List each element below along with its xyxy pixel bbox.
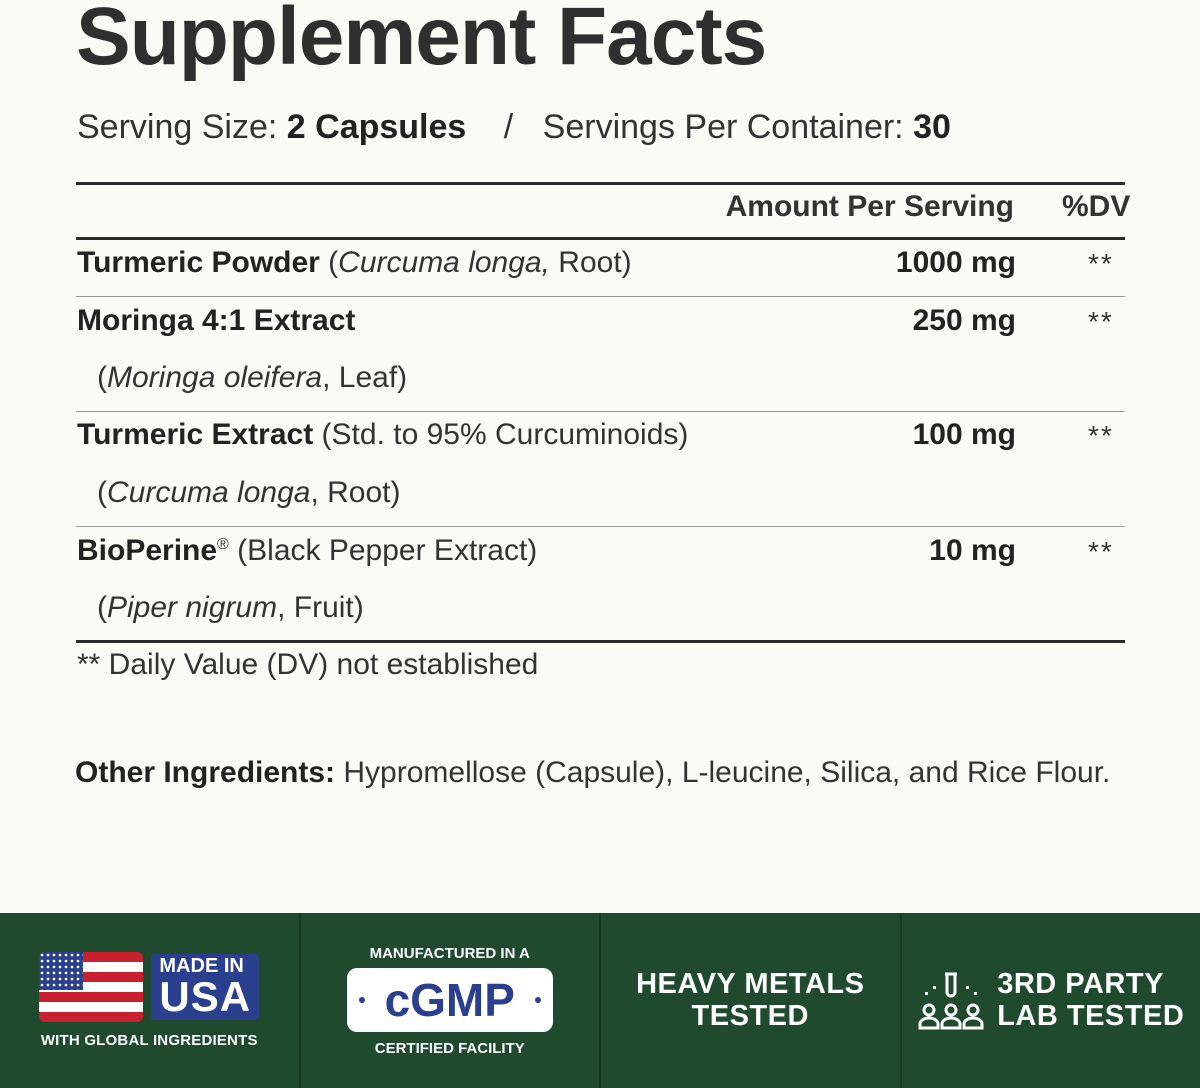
ingredient-row-name: BioPerine® (Black Pepper Extract)	[77, 534, 538, 567]
ingredient-dv: **	[1088, 420, 1114, 451]
cgmp-top-text: MANUFACTURED IN A	[369, 944, 530, 962]
serving-separator: /	[503, 108, 514, 146]
usa-text: USA	[159, 973, 252, 1020]
badge-heavy-metals: HEAVY METALS TESTED	[601, 913, 902, 1088]
badge-lab-tested: 3RD PARTY LAB TESTED	[902, 913, 1200, 1088]
page-title: Supplement Facts	[76, 0, 767, 82]
ingredient-dv: **	[1088, 536, 1114, 567]
badge-band: MADE IN USA WITH GLOBAL INGREDIENTS MANU…	[0, 913, 1200, 1088]
ingredient-row-name: Moringa 4:1 Extract	[77, 304, 356, 337]
badge-made-in-usa: MADE IN USA WITH GLOBAL INGREDIENTS	[0, 913, 301, 1088]
lab-tested-line2: LAB TESTED	[997, 999, 1185, 1032]
lab-tested-line1: 3RD PARTY	[997, 967, 1164, 1000]
divider	[76, 296, 1125, 297]
serving-size-value: 2 Capsules	[286, 108, 467, 146]
ingredient-dv: **	[1088, 306, 1114, 337]
cgmp-mark: cGMP	[346, 967, 553, 1032]
divider	[76, 411, 1125, 412]
made-in-text: MADE IN	[159, 955, 244, 977]
other-ingredients-value: Hypromellose (Capsule), L-leucine, Silic…	[335, 756, 1111, 789]
header-dv: %DV	[1062, 190, 1131, 223]
other-ingredients: Other Ingredients: Hypromellose (Capsule…	[75, 756, 1110, 790]
ingredient-amount: 100 mg	[912, 418, 1016, 451]
dv-footnote: ** Daily Value (DV) not established	[77, 648, 539, 681]
heavy-metals-line1: HEAVY METALS	[636, 967, 865, 1000]
ingredient-amount: 250 mg	[912, 304, 1016, 337]
registered-mark: ®	[217, 536, 229, 553]
cgmp-bottom-text: CERTIFIED FACILITY	[374, 1039, 525, 1057]
divider	[76, 640, 1125, 643]
serving-info: Serving Size: 2 Capsules / Servings Per …	[77, 108, 951, 147]
header-amount: Amount Per Serving	[725, 190, 1014, 223]
other-ingredients-label: Other Ingredients:	[75, 756, 336, 789]
ingredient-amount: 10 mg	[929, 534, 1016, 567]
heavy-metals-line2: TESTED	[691, 999, 809, 1032]
ingredient-row-source: (Curcuma longa, Root)	[97, 476, 401, 509]
ingredient-row-source: (Moringa oleifera, Leaf)	[97, 361, 408, 394]
divider	[76, 237, 1125, 240]
servings-per-container-value: 30	[913, 108, 951, 146]
global-ingredients-text: WITH GLOBAL INGREDIENTS	[40, 1032, 258, 1049]
servings-per-container-label: Servings Per Container:	[542, 108, 904, 146]
us-flag-icon	[39, 952, 144, 1022]
ingredient-row-source: (Piper nigrum, Fruit)	[97, 591, 364, 624]
divider	[76, 182, 1125, 185]
serving-size-label: Serving Size:	[77, 108, 278, 146]
divider	[76, 526, 1125, 527]
ingredient-row-name: Turmeric Extract (Std. to 95% Curcuminoi…	[77, 418, 689, 451]
badge-cgmp: MANUFACTURED IN A cGMP CERTIFIED FACILIT…	[301, 913, 601, 1088]
ingredient-dv: **	[1088, 248, 1114, 279]
lab-people-icon	[918, 972, 984, 1029]
ingredient-amount: 1000 mg	[895, 246, 1016, 279]
ingredient-row-name: Turmeric Powder (Curcuma longa, Root)	[77, 246, 632, 279]
